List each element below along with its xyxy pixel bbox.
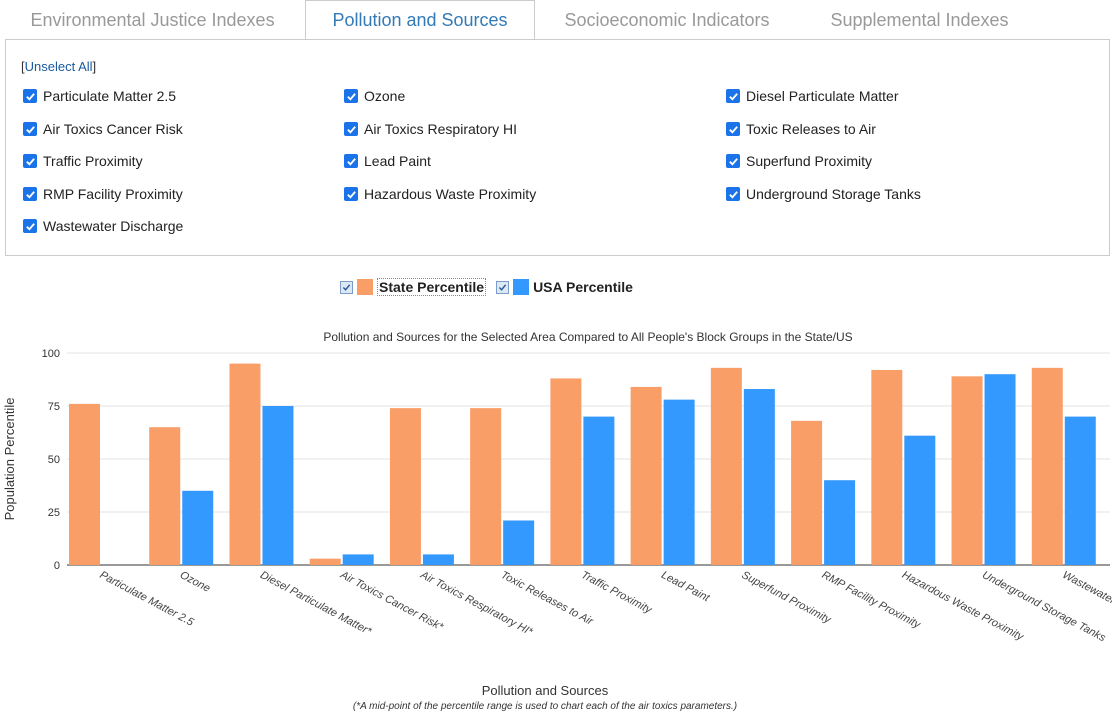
bar-usa	[824, 480, 856, 565]
checkbox-label: Air Toxics Respiratory HI	[364, 121, 518, 137]
checkmark-icon[interactable]	[23, 89, 37, 103]
checkbox-label: Diesel Particulate Matter	[746, 88, 899, 104]
unselect-all-link[interactable]: Unselect All	[24, 59, 93, 74]
bar-state	[550, 378, 582, 565]
bar-state	[791, 420, 823, 565]
x-tick-label: Traffic Proximity	[579, 569, 655, 617]
bar-usa	[422, 554, 454, 565]
legend-item-state[interactable]: State Percentile	[340, 278, 487, 296]
unselect-all: [Unselect All]	[21, 59, 96, 74]
bar-state	[951, 376, 983, 565]
legend-checkbox-usa[interactable]	[496, 280, 510, 294]
checkbox-label: Traffic Proximity	[43, 153, 143, 169]
bar-usa	[984, 374, 1016, 565]
checkbox-label: Superfund Proximity	[746, 153, 873, 169]
checkbox-label: RMP Facility Proximity	[43, 186, 183, 202]
checkbox-label: Particulate Matter 2.5	[43, 88, 177, 104]
y-axis-label: Population Percentile	[2, 398, 17, 521]
checkbox-label: Wastewater Discharge	[43, 218, 184, 234]
chart-title: Pollution and Sources for the Selected A…	[323, 330, 852, 344]
tab-supplemental-indexes[interactable]: Supplemental Indexes	[830, 10, 1009, 30]
tab-pollution-and-sources[interactable]: Pollution and Sources	[305, 0, 535, 40]
bar-usa	[904, 435, 936, 565]
checkmark-icon[interactable]	[726, 89, 740, 103]
y-tick-label: 75	[48, 401, 60, 413]
bar-usa	[182, 490, 214, 565]
bar-chart: Pollution and Sources for the Selected A…	[2, 330, 1112, 712]
checkbox-rmp-facility-proximity[interactable]: RMP Facility Proximity	[23, 185, 183, 203]
bar-state	[871, 369, 903, 565]
checkmark-icon[interactable]	[23, 219, 37, 233]
checkbox-wastewater-discharge[interactable]: Wastewater Discharge	[23, 217, 183, 235]
checkbox-ozone[interactable]: Ozone	[344, 87, 405, 105]
checkmark-icon[interactable]	[23, 187, 37, 201]
checkbox-hazardous-waste-proximity[interactable]: Hazardous Waste Proximity	[344, 185, 536, 203]
bar-usa	[503, 520, 535, 565]
checkmark-icon[interactable]	[344, 187, 358, 201]
x-axis-label: Pollution and Sources	[482, 683, 609, 698]
checkbox-label: Lead Paint	[364, 153, 431, 169]
bar-state	[389, 408, 421, 565]
y-tick-label: 0	[54, 560, 60, 572]
checkmark-icon[interactable]	[344, 154, 358, 168]
indicator-selection-panel: [Unselect All] Particulate Matter 2.5 Ozo…	[5, 39, 1110, 256]
y-tick-label: 50	[48, 454, 60, 466]
bar-state	[1031, 367, 1063, 565]
bar-state	[710, 367, 742, 565]
bracket-open: [	[21, 59, 25, 74]
chart-footnote: (*A mid-point of the percentile range is…	[353, 701, 737, 712]
legend-label-state: State Percentile	[377, 278, 487, 296]
legend-label-usa: USA Percentile	[533, 279, 633, 295]
bar-usa	[342, 554, 374, 565]
checkbox-air-toxics-respiratory-hi[interactable]: Air Toxics Respiratory HI	[344, 120, 517, 138]
bar-state	[229, 363, 261, 565]
bar-state	[69, 403, 100, 565]
checkmark-icon[interactable]	[344, 122, 358, 136]
chart-legend: State Percentile USA Percentile	[340, 276, 643, 298]
checkbox-label: Air Toxics Cancer Risk	[43, 121, 183, 137]
bar-usa	[262, 406, 294, 565]
bar-usa	[583, 416, 615, 565]
tab-environmental-justice-indexes[interactable]: Environmental Justice Indexes	[30, 10, 275, 30]
bar-usa	[743, 389, 775, 565]
checkbox-diesel-particulate-matter[interactable]: Diesel Particulate Matter	[726, 87, 899, 105]
checkbox-superfund-proximity[interactable]: Superfund Proximity	[726, 152, 872, 170]
checkbox-toxic-releases-to-air[interactable]: Toxic Releases to Air	[726, 120, 876, 138]
bar-usa	[1064, 416, 1096, 565]
legend-item-usa[interactable]: USA Percentile	[496, 279, 633, 295]
bar-state	[630, 386, 662, 565]
bar-state	[470, 408, 502, 565]
checkbox-label: Ozone	[364, 88, 406, 104]
checkmark-icon[interactable]	[726, 122, 740, 136]
checkbox-lead-paint[interactable]: Lead Paint	[344, 152, 431, 170]
checkbox-traffic-proximity[interactable]: Traffic Proximity	[23, 152, 143, 170]
checkmark-icon[interactable]	[23, 122, 37, 136]
checkbox-particulate-matter-2-5[interactable]: Particulate Matter 2.5	[23, 87, 176, 105]
x-tick-label: Lead Paint	[659, 569, 712, 605]
checkbox-label: Hazardous Waste Proximity	[364, 186, 537, 202]
checkmark-icon[interactable]	[726, 154, 740, 168]
checkmark-icon[interactable]	[23, 154, 37, 168]
bar-state	[309, 558, 341, 565]
x-tick-label: Ozone	[178, 569, 212, 595]
tab-socioeconomic-indicators[interactable]: Socioeconomic Indicators	[564, 10, 770, 30]
bracket-close: ]	[92, 59, 97, 74]
legend-swatch-usa	[513, 279, 530, 295]
legend-swatch-state	[357, 279, 373, 295]
legend-checkbox-state[interactable]	[340, 280, 353, 294]
checkmark-icon[interactable]	[344, 89, 358, 103]
checkbox-label: Toxic Releases to Air	[746, 121, 876, 137]
y-tick-label: 25	[48, 507, 60, 519]
checkmark-icon[interactable]	[726, 187, 740, 201]
bar-state	[149, 427, 181, 565]
bar-usa	[663, 399, 695, 565]
checkbox-label: Underground Storage Tanks	[746, 186, 921, 202]
checkbox-air-toxics-cancer-risk[interactable]: Air Toxics Cancer Risk	[23, 120, 183, 138]
tab-bar: Environmental Justice Indexes Pollution …	[0, 0, 1112, 40]
y-tick-label: 100	[42, 348, 60, 360]
checkbox-underground-storage-tanks[interactable]: Underground Storage Tanks	[726, 185, 921, 203]
